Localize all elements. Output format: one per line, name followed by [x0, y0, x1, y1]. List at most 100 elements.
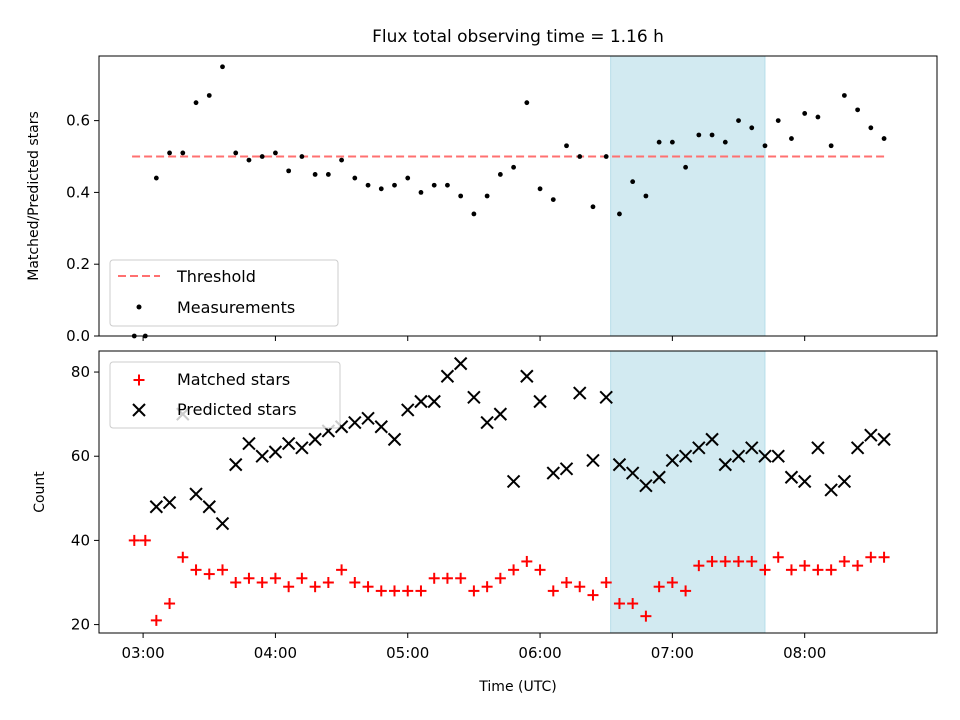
- measurement-point: [603, 154, 609, 159]
- predicted-legend-cross: [132, 403, 146, 417]
- matched-star-point: [799, 560, 811, 572]
- predicted-star-point: [850, 441, 865, 455]
- matched-star-point: [812, 564, 824, 576]
- predicted-star-point-stroke-b: [242, 436, 256, 451]
- matched-star-point: [216, 564, 228, 576]
- measurement-point: [339, 157, 344, 163]
- predicted-star-point: [162, 495, 177, 510]
- matched-star-point: [574, 581, 586, 593]
- predicted-star-point-stroke-b: [824, 483, 838, 497]
- matched-star-point: [349, 576, 361, 588]
- predicted-star-point: [692, 441, 706, 455]
- matched-star-point: [256, 576, 268, 588]
- matched-star-point: [455, 572, 467, 584]
- matched-star-point: [243, 572, 255, 584]
- predicted-star-point-stroke-b: [758, 449, 772, 463]
- predicted-star-point: [864, 428, 878, 442]
- predicted-star-point-stroke-b: [295, 441, 309, 455]
- measurement-point: [775, 118, 781, 124]
- predicted-star-point: [467, 390, 481, 405]
- predicted-star-point-stroke-b: [864, 428, 878, 442]
- matched-star-point: [706, 555, 718, 567]
- predicted-star-point-stroke-b: [718, 457, 733, 472]
- matched-star-point: [296, 572, 308, 584]
- measurement-point: [855, 107, 861, 113]
- measurement-point: [286, 168, 292, 174]
- x-axis-label: Time (UTC): [478, 679, 556, 695]
- predicted-star-point-stroke-b: [705, 432, 719, 447]
- matched-star-point: [468, 585, 480, 597]
- measurement-point: [180, 150, 186, 156]
- matched-star-point: [640, 610, 652, 622]
- predicted-star-point-stroke-b: [877, 432, 891, 447]
- predicted-star-point-stroke-b: [837, 474, 852, 489]
- predicted-star-point: [215, 516, 230, 531]
- matched-star-point: [508, 564, 520, 576]
- predicted-star-point-stroke-b: [745, 441, 759, 455]
- predicted-star-point-stroke-b: [162, 495, 177, 510]
- matched-star-point: [322, 576, 334, 588]
- predicted-star-point-stroke-b: [520, 369, 534, 383]
- bottom-legend-box: [109, 361, 341, 429]
- measurement-point: [352, 175, 358, 181]
- predicted-star-point: [705, 432, 719, 447]
- predicted-star-point-stroke-b: [771, 449, 785, 463]
- matched-star-point: [785, 564, 797, 576]
- predicted-star-point: [361, 411, 375, 426]
- predicted-star-point-stroke-b: [401, 403, 415, 417]
- predicted-star-point-stroke-b: [453, 356, 468, 371]
- predicted-star-point-stroke-b: [374, 420, 388, 434]
- predicted-star-point-stroke-b: [348, 415, 362, 430]
- top-y-tick-label: 0.2: [66, 255, 90, 273]
- matched-star-point: [389, 585, 401, 597]
- measurement-point: [841, 93, 847, 98]
- measurement-point: [511, 164, 516, 170]
- top-legend-box: [109, 259, 339, 327]
- matched-star-point: [746, 555, 758, 567]
- matched-star-point: [733, 555, 745, 567]
- bottom-axes-frame: [98, 350, 938, 634]
- predicted-star-point-stroke-b: [850, 441, 865, 455]
- predicted-star-point-stroke-b: [586, 453, 600, 468]
- predicted-star-point: [771, 449, 785, 463]
- predicted-star-point-stroke-b: [652, 470, 666, 484]
- predicted-star-point: [374, 420, 388, 434]
- measurement-point: [299, 154, 305, 159]
- measurement-point: [325, 172, 331, 177]
- matched-star-point: [494, 572, 506, 584]
- measurement-point: [365, 182, 371, 188]
- matched-star-point: [164, 598, 176, 610]
- matched-star-point: [481, 581, 493, 593]
- predicted-star-point-stroke-b: [784, 470, 799, 484]
- measurement-point: [167, 150, 172, 156]
- measurement-point: [497, 172, 503, 177]
- top-legend: Threshold Measurements: [109, 259, 339, 327]
- top-y-tick-label: 0.6: [66, 112, 90, 130]
- bottom-x-tick-label: 04:00: [254, 644, 297, 662]
- matched-star-point: [600, 576, 612, 588]
- predicted-star-point: [599, 390, 613, 405]
- predicted-star-point-stroke-b: [427, 394, 441, 409]
- predicted-star-point-stroke-b: [506, 474, 521, 489]
- predicted-star-point-stroke-b: [229, 457, 243, 472]
- predicted-legend-label: Predicted stars: [177, 400, 297, 419]
- predicted-star-point: [718, 457, 733, 472]
- top-panel: Matched/Predicted stars 0.0 0.2 0.4 0.6 Thr…: [26, 55, 938, 345]
- measurement-point: [590, 204, 596, 210]
- matched-star-point: [283, 581, 295, 593]
- bottom-y-tick-label: 60: [71, 447, 90, 465]
- predicted-star-point-stroke-b: [692, 441, 706, 455]
- predicted-star-point: [149, 500, 164, 514]
- predicted-star-point: [268, 445, 283, 459]
- measurement-point: [392, 182, 397, 188]
- predicted-star-point: [612, 457, 627, 472]
- bottom-y-tick-label: 40: [71, 531, 90, 549]
- measurement-point: [802, 111, 808, 116]
- predicted-star-point-stroke-b: [625, 466, 640, 480]
- predicted-star-point: [745, 441, 759, 455]
- bottom-highlight-span: [610, 350, 766, 634]
- measurement-point: [405, 175, 411, 181]
- measurement-point: [564, 143, 569, 149]
- predicted-star-point: [440, 369, 455, 383]
